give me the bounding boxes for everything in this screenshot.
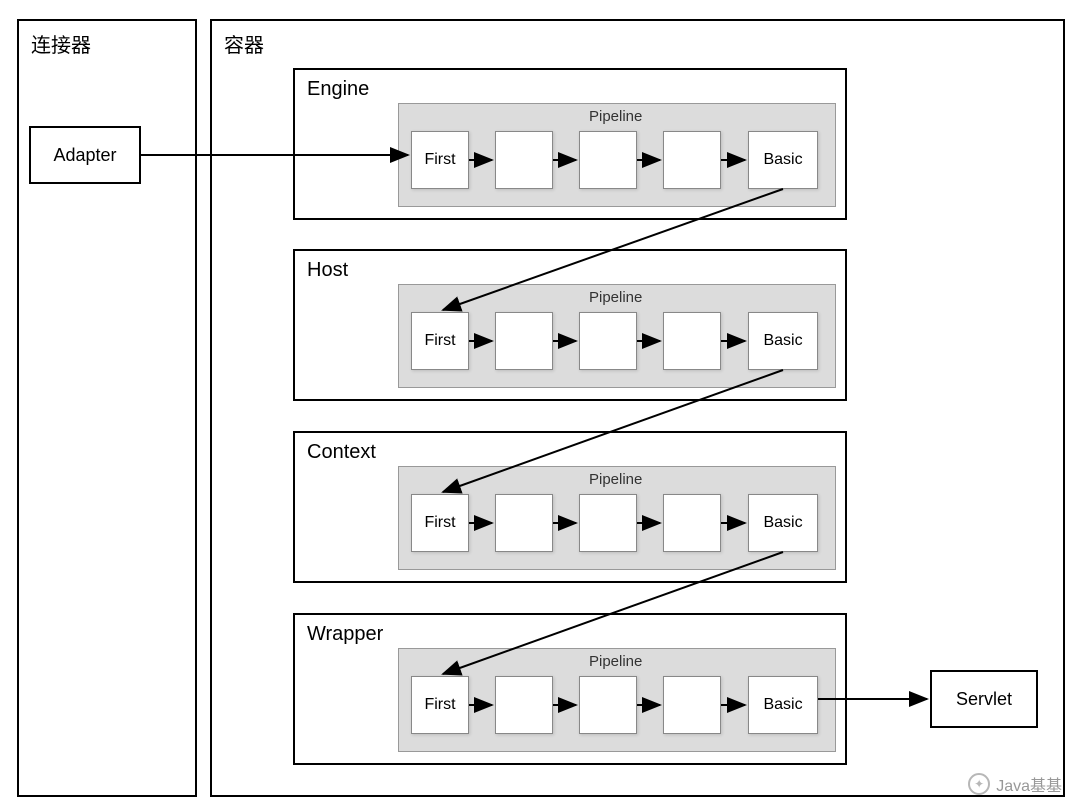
servlet-label: Servlet — [956, 689, 1012, 710]
container-title: 容器 — [224, 29, 264, 58]
host-valve-3 — [663, 312, 721, 370]
engine-label: Engine — [307, 78, 369, 101]
host-valve-basic: Basic — [748, 312, 818, 370]
wrapper-valve-1 — [495, 676, 553, 734]
host-valve-1 — [495, 312, 553, 370]
engine-valve-1 — [495, 131, 553, 189]
engine-valve-2 — [579, 131, 637, 189]
adapter-label: Adapter — [53, 145, 116, 166]
context-pipeline-title: Pipeline — [589, 471, 642, 488]
host-valve-2 — [579, 312, 637, 370]
engine-valve-basic: Basic — [748, 131, 818, 189]
host-pipeline-title: Pipeline — [589, 289, 642, 306]
context-valve-basic: Basic — [748, 494, 818, 552]
context-valve-2 — [579, 494, 637, 552]
watermark: ✦ Java基基 — [968, 772, 1062, 796]
connector-title: 连接器 — [31, 29, 91, 58]
host-label: Host — [307, 259, 348, 282]
engine-valve-3 — [663, 131, 721, 189]
context-valve-3 — [663, 494, 721, 552]
wrapper-valve-2 — [579, 676, 637, 734]
context-valve-1 — [495, 494, 553, 552]
wrapper-pipeline-title: Pipeline — [589, 653, 642, 670]
servlet-box: Servlet — [930, 670, 1038, 728]
host-valve-first: First — [411, 312, 469, 370]
wrapper-valve-basic: Basic — [748, 676, 818, 734]
adapter-box: Adapter — [29, 126, 141, 184]
context-label: Context — [307, 441, 376, 464]
wrapper-valve-3 — [663, 676, 721, 734]
engine-valve-first: First — [411, 131, 469, 189]
wrapper-label: Wrapper — [307, 623, 383, 646]
engine-pipeline-title: Pipeline — [589, 108, 642, 125]
watermark-label: Java基基 — [996, 772, 1062, 796]
wechat-icon: ✦ — [968, 773, 990, 795]
wrapper-valve-first: First — [411, 676, 469, 734]
context-valve-first: First — [411, 494, 469, 552]
